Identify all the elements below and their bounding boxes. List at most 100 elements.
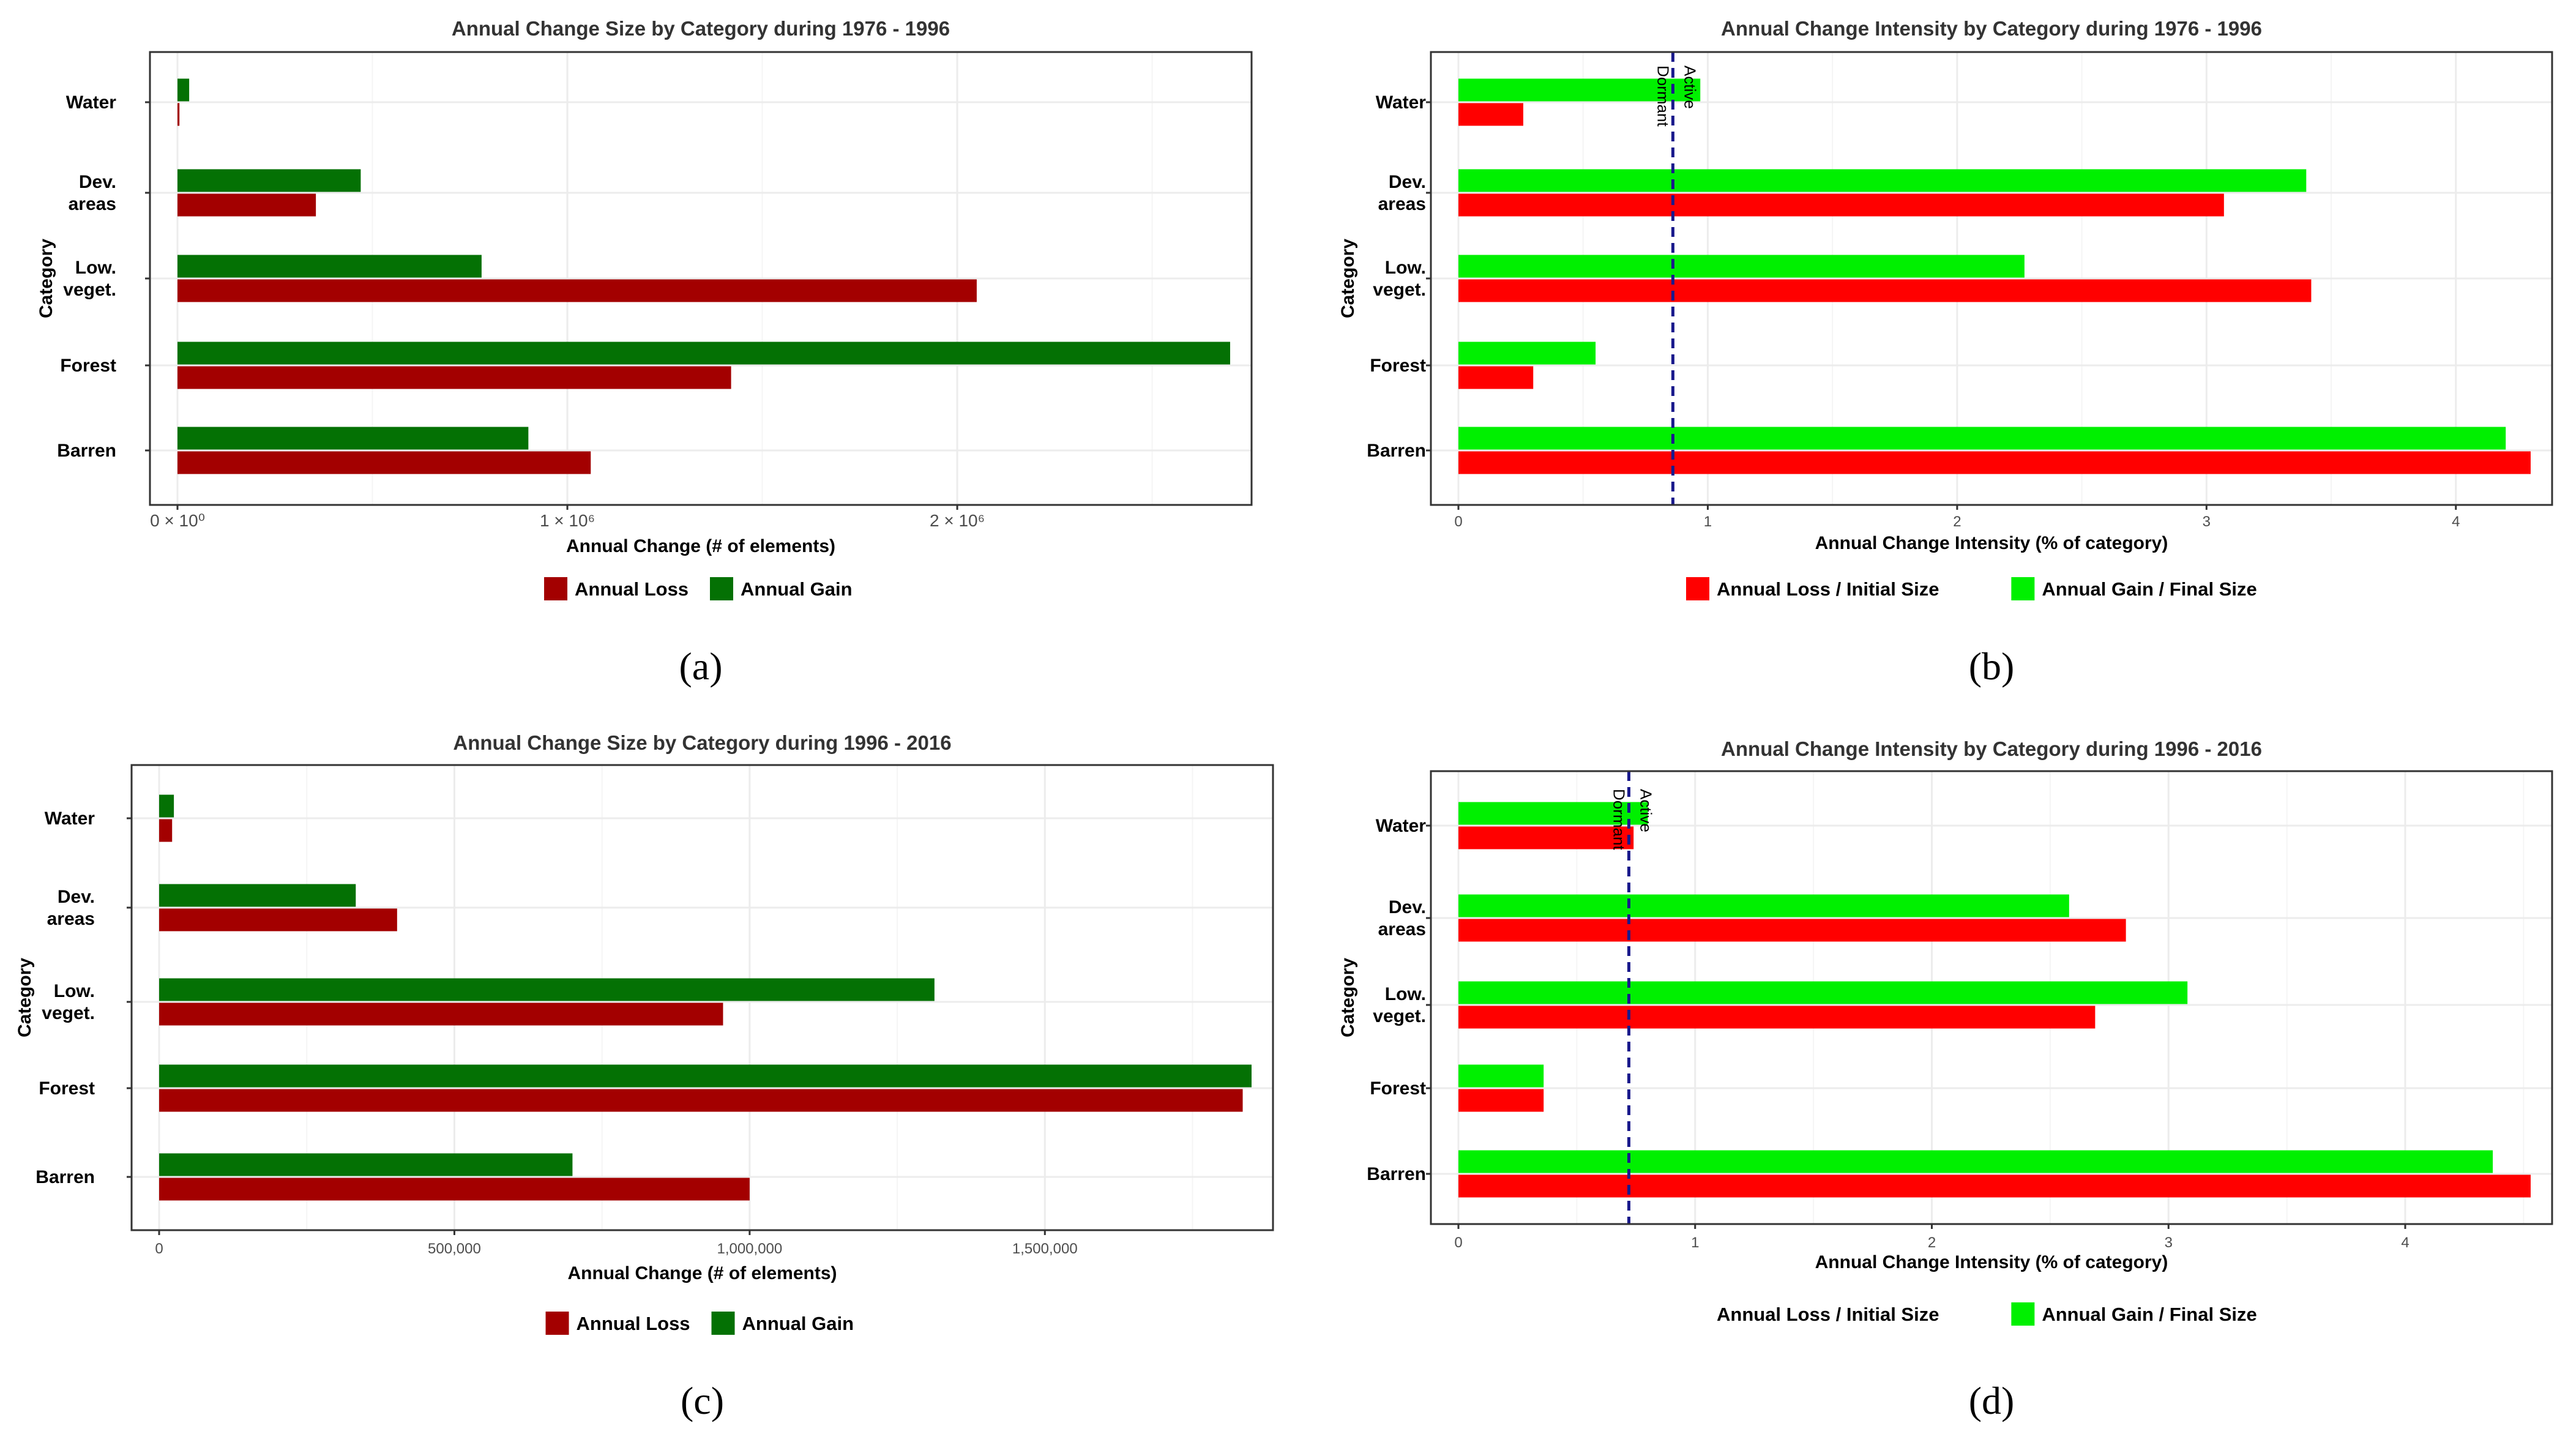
bar-loss [1458, 919, 2126, 942]
bar-gain [1458, 1150, 2493, 1173]
category-label: areas [1378, 194, 1426, 214]
category-label: Low. [1385, 984, 1426, 1004]
x-axis-label: Annual Change Intensity (% of category) [1815, 533, 2168, 553]
x-axis-label: Annual Change (# of elements) [567, 1263, 837, 1283]
bar-gain [177, 169, 361, 192]
panel-caption: (c) [681, 1379, 724, 1422]
x-tick-label: 0 [1454, 1234, 1462, 1251]
x-axis-label: Annual Change Intensity (% of category) [1815, 1252, 2168, 1272]
x-tick-label: 1,500,000 [1012, 1241, 1078, 1257]
bar-loss [177, 103, 180, 126]
category-label: veget. [63, 280, 116, 300]
x-tick-label: 1 × 10⁶ [540, 511, 595, 530]
bar-loss [1458, 193, 2224, 217]
chart-title: Annual Change Intensity by Category duri… [1721, 17, 2262, 40]
y-axis-label: Category [36, 239, 56, 318]
bar-loss [159, 1089, 1243, 1112]
bar-loss [159, 819, 173, 842]
category-label: Barren [1367, 441, 1426, 461]
x-tick-label: 4 [2401, 1234, 2409, 1251]
legend-swatch [545, 1312, 569, 1335]
bar-gain [1458, 255, 2025, 278]
plot-frame [1430, 770, 2553, 1225]
chart-panel-a: Annual Change Size by Category during 19… [36, 17, 1253, 688]
plot-frame [130, 764, 1274, 1231]
active-label: Active [1637, 789, 1655, 832]
category-label: Water [66, 92, 117, 113]
category-label: Water [45, 808, 95, 829]
x-tick-label: 2 × 10⁶ [930, 511, 985, 530]
legend-swatch [2011, 577, 2035, 600]
panel-caption: (a) [679, 644, 722, 688]
x-tick-label: 1,000,000 [717, 1241, 782, 1257]
chart-title: Annual Change Intensity by Category duri… [1721, 737, 2262, 760]
dormant-label: Dormant [1654, 65, 1673, 127]
bar-gain [177, 255, 482, 278]
category-label: Forest [1370, 1078, 1426, 1099]
category-label: Barren [1367, 1164, 1426, 1184]
bar-loss [1458, 1174, 2531, 1198]
legend-swatch [1686, 577, 1709, 600]
y-axis-label: Category [1338, 239, 1358, 318]
category-label: Low. [75, 258, 116, 278]
category-label: Water [1376, 816, 1427, 836]
category-label: Dev. [58, 887, 95, 907]
bar-loss [177, 451, 591, 474]
bar-gain [159, 884, 356, 907]
bar-gain [159, 1153, 573, 1176]
bar-gain [159, 794, 174, 818]
bar-loss [159, 1178, 750, 1201]
bar-loss [1458, 451, 2531, 474]
bar-gain [1458, 78, 1701, 102]
chart-title: Annual Change Size by Category during 19… [453, 731, 951, 754]
chart-title: Annual Change Size by Category during 19… [452, 17, 950, 40]
bar-loss [177, 366, 731, 389]
legend-swatch [2011, 1302, 2035, 1326]
legend-label: Annual Loss / Initial Size [1717, 578, 1939, 600]
legend-label: Annual Loss [577, 1313, 690, 1334]
legend-label: Annual Loss [575, 578, 689, 600]
legend-label: Annual Gain / Final Size [2042, 578, 2256, 600]
category-label: Barren [57, 441, 116, 461]
x-tick-label: 2 [1953, 513, 1961, 530]
legend-swatch [544, 577, 568, 600]
category-label: veget. [1373, 280, 1426, 300]
bar-loss [177, 193, 316, 217]
x-tick-label: 0 [155, 1241, 163, 1257]
category-label: Low. [54, 981, 95, 1001]
bar-gain [1458, 169, 2307, 192]
legend: Annual Loss Annual Gain [545, 1312, 854, 1335]
active-label: Active [1681, 65, 1700, 109]
bar-loss [1458, 279, 2312, 302]
legend-label: Annual Gain [742, 1313, 854, 1334]
bar-loss [1458, 826, 1634, 849]
bar-gain [159, 978, 935, 1001]
bar-gain [1458, 894, 2069, 917]
x-tick-label: 4 [2452, 513, 2460, 530]
bar-loss [159, 908, 397, 931]
chart-panel-d: Dormant Active Annual Change Intensity by … [1338, 737, 2553, 1422]
legend: Annual Loss / Initial Size Annual Gain / … [1717, 1302, 2257, 1326]
category-label: Water [1376, 92, 1427, 113]
category-label: Low. [1385, 258, 1426, 278]
category-label: Dev. [1389, 172, 1426, 192]
bar-gain [1458, 981, 2188, 1004]
category-label: veget. [1373, 1006, 1426, 1026]
x-tick-label: 1 [1691, 1234, 1699, 1251]
legend: Annual Loss Annual Gain [544, 577, 853, 600]
bar-gain [177, 427, 529, 450]
legend: Annual Loss / Initial Size Annual Gain / … [1686, 577, 2257, 600]
bar-loss [1458, 1006, 2096, 1029]
x-tick-label: 3 [2203, 513, 2211, 530]
chart-panel-b: Dormant Active Annual Change Intensity by … [1338, 17, 2553, 688]
legend-label: Annual Gain / Final Size [2042, 1304, 2256, 1325]
bar-gain [177, 342, 1230, 365]
chart-panel-c: Annual Change Size by Category during 19… [15, 731, 1274, 1422]
x-tick-label: 3 [2165, 1234, 2173, 1251]
category-label: veget. [42, 1003, 95, 1023]
y-axis-label: Category [15, 958, 35, 1037]
category-label: Forest [1370, 356, 1426, 376]
category-label: Dev. [79, 172, 116, 192]
x-tick-label: 0 × 10⁰ [150, 511, 205, 530]
